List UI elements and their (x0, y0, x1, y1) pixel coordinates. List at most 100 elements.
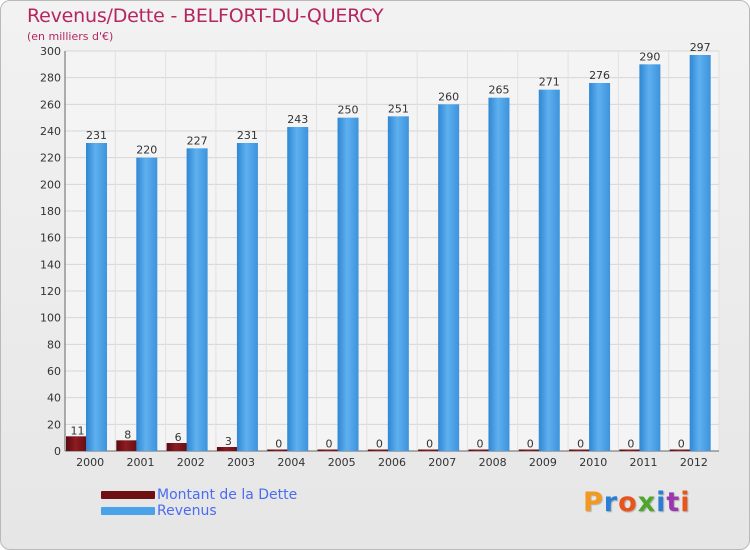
bar-revenue (689, 55, 711, 451)
y-tick-label: 100 (40, 312, 61, 325)
data-label-revenue: 251 (388, 102, 409, 115)
legend-item-revenue: Revenus (101, 503, 297, 519)
bar-revenue (337, 117, 359, 452)
data-label-debt: 0 (678, 438, 685, 451)
bar-revenue (589, 83, 611, 451)
y-tick-label: 200 (40, 178, 61, 191)
bar-revenue (438, 104, 460, 451)
data-label-revenue: 220 (136, 144, 157, 157)
bar-debt (669, 449, 691, 451)
data-label-debt: 3 (225, 435, 232, 448)
bar-debt (267, 449, 289, 451)
legend-label-debt: Montant de la Dette (157, 487, 298, 503)
bar-debt (518, 449, 540, 451)
x-tick-label: 2003 (227, 456, 255, 469)
data-labels: 11 231 8 220 6 227 3 231 0 243 0 250 0 251 0 260 0 265 0 27… (71, 41, 711, 451)
bar-revenue (488, 97, 510, 452)
data-label-debt: 0 (476, 438, 483, 451)
data-label-debt: 0 (627, 438, 634, 451)
bar-revenue (287, 127, 309, 451)
bar-debt (367, 449, 389, 451)
data-label-debt: 6 (175, 431, 182, 444)
data-label-revenue: 227 (187, 134, 208, 147)
data-label-debt: 0 (376, 438, 383, 451)
y-tick-label: 80 (47, 338, 61, 351)
data-label-debt: 0 (426, 438, 433, 451)
data-label-debt: 8 (124, 428, 131, 441)
data-label-revenue: 243 (287, 113, 308, 126)
y-tick-label: 40 (47, 392, 61, 405)
x-tick-label: 2006 (378, 456, 406, 469)
data-label-revenue: 231 (86, 129, 107, 142)
data-label-debt: 0 (326, 438, 333, 451)
bar-debt (619, 449, 641, 451)
bar-debt (216, 447, 238, 451)
y-tick-label: 260 (40, 98, 61, 111)
x-tick-label: 2008 (479, 456, 507, 469)
bar-revenue (236, 143, 258, 451)
bar-debt (116, 440, 138, 451)
bar-debt (166, 443, 188, 451)
data-label-debt: 0 (275, 438, 282, 451)
x-tick-label: 2011 (630, 456, 658, 469)
y-tick-label: 120 (40, 285, 61, 298)
logo-letter: x (637, 487, 657, 518)
bars (66, 55, 711, 452)
legend: Montant de la Dette Revenus (101, 487, 297, 519)
y-tick-label: 240 (40, 125, 61, 138)
y-tick-label: 0 (54, 445, 61, 458)
x-tick-label: 2009 (529, 456, 557, 469)
y-tick-label: 220 (40, 152, 61, 165)
y-tick-label: 160 (40, 232, 61, 245)
chart-title: Revenus/Dette - BELFORT-DU-QUERCY (27, 5, 384, 27)
logo-letter: t (666, 487, 681, 518)
data-label-revenue: 231 (237, 129, 258, 142)
data-label-revenue: 250 (338, 104, 359, 117)
bar-revenue (639, 64, 661, 452)
bar-debt (569, 449, 591, 451)
data-label-revenue: 290 (639, 50, 660, 63)
x-tick-label: 2010 (579, 456, 607, 469)
bar-debt (418, 449, 440, 451)
chart-subtitle: (en milliers d'€) (27, 30, 114, 43)
legend-swatch-revenue (101, 507, 155, 515)
data-label-revenue: 260 (438, 90, 459, 103)
data-label-revenue: 276 (589, 69, 610, 82)
data-label-revenue: 265 (488, 84, 509, 97)
bar-debt (317, 449, 339, 451)
bar-revenue (538, 89, 560, 452)
y-tick-label: 140 (40, 258, 61, 271)
logo-letter: i (656, 487, 667, 518)
data-label-debt: 0 (577, 438, 584, 451)
y-tick-label: 280 (40, 72, 61, 85)
bar-revenue (387, 116, 409, 451)
bar-revenue (186, 148, 208, 452)
bar-debt (468, 449, 490, 451)
bar-debt (66, 436, 87, 451)
x-tick-label: 2004 (277, 456, 305, 469)
y-tick-label: 180 (40, 205, 61, 218)
legend-swatch-debt (101, 491, 155, 499)
data-label-debt: 11 (71, 424, 85, 437)
logo-letter: o (618, 487, 638, 518)
y-tick-label: 300 (40, 45, 61, 58)
x-tick-label: 2007 (428, 456, 456, 469)
legend-label-revenue: Revenus (157, 503, 217, 519)
x-tick-label: 2000 (76, 456, 104, 469)
data-label-debt: 0 (527, 438, 534, 451)
x-tick-label: 2005 (328, 456, 356, 469)
logo-letter: i (680, 487, 691, 518)
data-label-revenue: 271 (539, 76, 560, 89)
x-tick-label: 2002 (177, 456, 205, 469)
proxiti-logo: Proxiti (583, 487, 691, 518)
y-tick-label: 60 (47, 365, 61, 378)
y-tick-label: 20 (47, 418, 61, 431)
x-tick-label: 2001 (126, 456, 154, 469)
legend-item-debt: Montant de la Dette (101, 487, 297, 503)
data-label-revenue: 297 (690, 41, 711, 54)
axes: 0204060801001201401601802002202402602803… (40, 45, 719, 469)
logo-letter: r (603, 487, 619, 518)
logo-letter: P (583, 487, 604, 518)
